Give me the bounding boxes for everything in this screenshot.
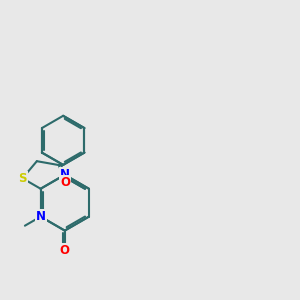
Text: N: N [60, 168, 70, 181]
Text: O: O [60, 176, 70, 189]
Text: S: S [18, 172, 27, 185]
Text: N: N [36, 210, 46, 223]
Text: O: O [60, 244, 70, 257]
